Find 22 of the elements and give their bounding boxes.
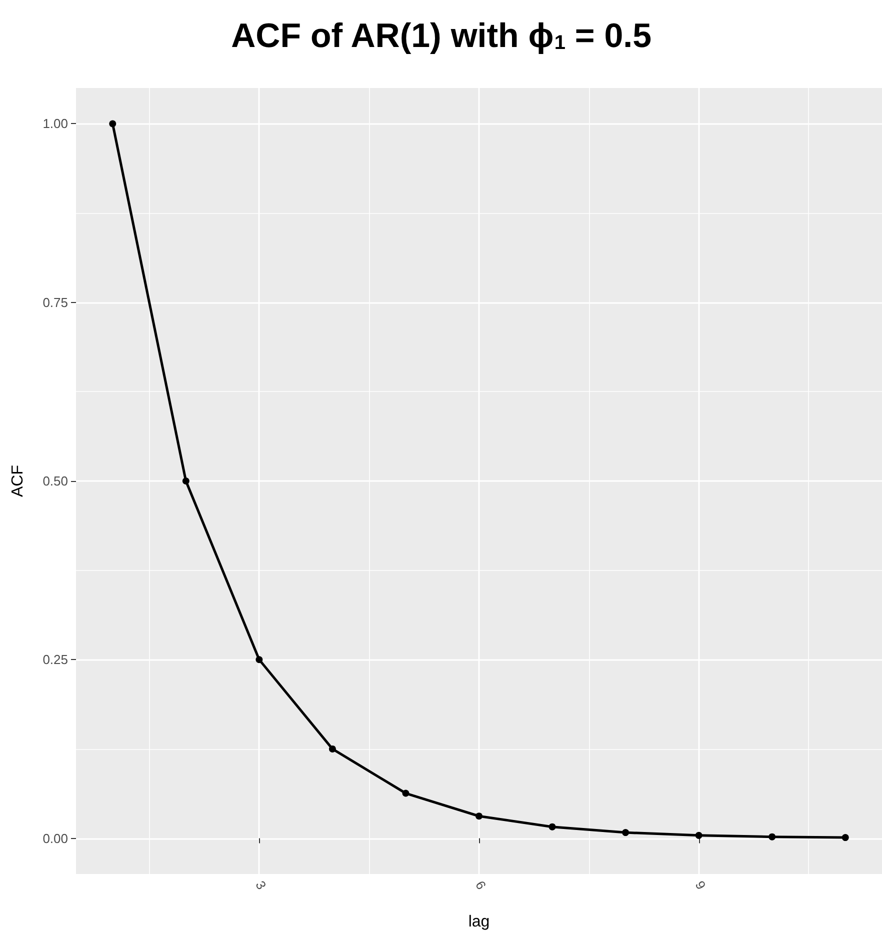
x-tick-label: 9 (692, 878, 709, 892)
x-axis-title: lag (468, 914, 490, 930)
y-tick-label: 0.25 (42, 652, 68, 668)
y-axis-title: ACF (10, 464, 26, 497)
point (768, 833, 776, 840)
point (402, 790, 410, 797)
point (109, 120, 116, 128)
y-tick-label: 0.00 (42, 830, 68, 846)
point (256, 656, 263, 664)
x-tick-label: 6 (472, 878, 490, 892)
point (182, 478, 190, 484)
point (842, 834, 849, 842)
chart-title: ACF of AR(1) with ϕ1 = 0.5 (231, 17, 652, 55)
x-tick-label: 3 (252, 878, 270, 892)
point (548, 823, 556, 830)
point (476, 812, 482, 820)
y-tick-label: 0.75 (42, 294, 68, 310)
y-tick-label: 0.50 (42, 474, 68, 488)
point (695, 832, 702, 839)
point (622, 829, 630, 836)
y-tick-label: 1.00 (42, 116, 68, 132)
point (328, 745, 336, 752)
